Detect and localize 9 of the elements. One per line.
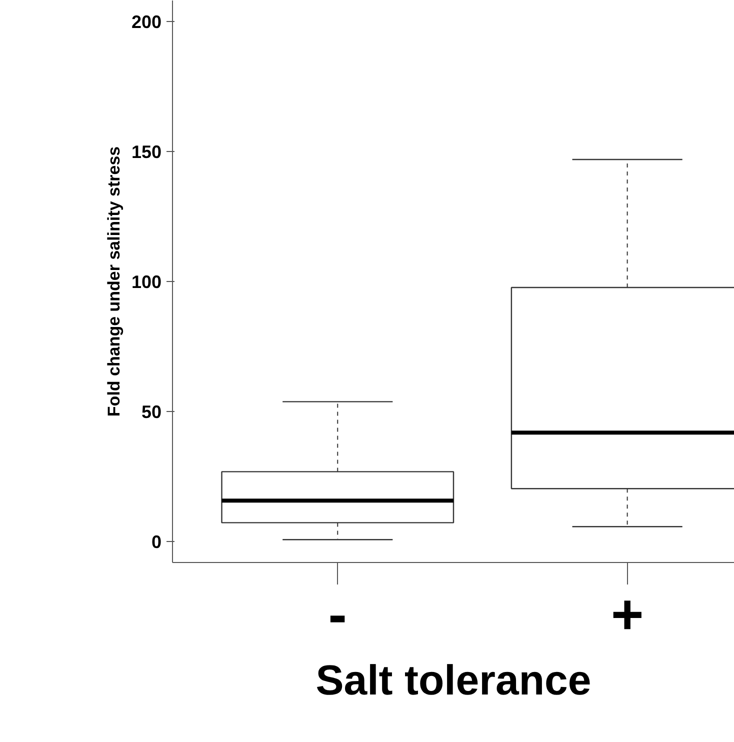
y-tick-label: 200 <box>131 12 162 32</box>
x-tick-label: - <box>328 582 347 646</box>
x-axis-title: Salt tolerance <box>316 656 592 704</box>
x-tick-label: + <box>610 582 644 646</box>
y-tick-label: 150 <box>131 142 162 162</box>
y-tick-label: 0 <box>151 532 162 552</box>
y-tick-label: 50 <box>141 402 162 422</box>
y-axis-title: Fold change under salinity stress <box>104 146 124 417</box>
y-tick-label: 100 <box>131 272 162 292</box>
